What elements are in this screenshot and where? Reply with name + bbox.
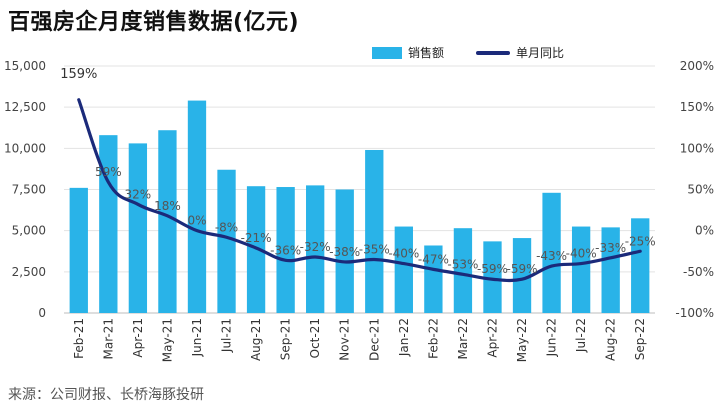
data-label: -40% xyxy=(566,247,597,261)
data-label: -53% xyxy=(447,257,478,271)
x-tick-label: May-21 xyxy=(160,318,174,362)
x-tick-label: Sep-21 xyxy=(279,318,293,360)
x-tick-label: Feb-22 xyxy=(426,318,440,359)
x-tick-label: Apr-22 xyxy=(485,318,499,358)
bar xyxy=(483,241,502,313)
bar xyxy=(335,189,354,313)
data-label: -36% xyxy=(270,243,301,257)
data-label: -40% xyxy=(388,247,419,261)
chart-legend: 销售额 单月同比 xyxy=(372,44,596,61)
bar xyxy=(69,187,88,313)
page-title: 百强房企月度销售数据(亿元) xyxy=(8,10,300,35)
data-label: -59% xyxy=(477,262,508,276)
data-label: -8% xyxy=(215,220,238,234)
bar xyxy=(99,135,118,313)
bar xyxy=(158,130,177,313)
y-right-tick-label: 50% xyxy=(687,183,714,197)
bar xyxy=(453,228,473,313)
y-right-tick-label: 200% xyxy=(680,59,714,73)
legend-label-sales: 销售额 xyxy=(408,46,445,60)
legend-item-sales: 销售额 xyxy=(372,44,444,61)
x-tick-label: Apr-21 xyxy=(131,318,145,358)
data-label: 59% xyxy=(95,165,122,179)
x-tick-label: Aug-22 xyxy=(604,318,618,361)
y-left-tick-label: 15,000 xyxy=(4,59,46,73)
legend-line-swatch xyxy=(476,50,511,55)
y-right-tick-label: -50% xyxy=(683,265,714,279)
legend-label-yoy: 单月同比 xyxy=(516,46,565,60)
x-tick-label: Jun-21 xyxy=(190,318,204,357)
bar xyxy=(128,143,148,313)
data-label: 0% xyxy=(187,214,206,228)
data-label: 159% xyxy=(60,67,97,82)
y-left-tick-label: 12,500 xyxy=(4,100,46,114)
bar xyxy=(512,238,532,313)
y-left-tick-label: 0 xyxy=(38,306,46,320)
data-label: -33% xyxy=(595,241,626,255)
bar xyxy=(631,218,650,313)
data-label: -38% xyxy=(329,245,360,259)
bar xyxy=(571,226,591,313)
data-label: -32% xyxy=(300,240,331,254)
y-right-tick-label: 100% xyxy=(680,141,714,155)
x-tick-label: Sep-22 xyxy=(633,318,647,360)
x-tick-label: Mar-21 xyxy=(101,318,115,359)
data-label: 18% xyxy=(154,199,181,213)
yoy-line xyxy=(77,98,642,283)
y-right-tick-label: 150% xyxy=(680,100,714,114)
data-label: -43% xyxy=(536,249,567,263)
x-tick-label: Oct-21 xyxy=(308,318,322,358)
x-tick-label: Jan-22 xyxy=(397,318,411,357)
bar xyxy=(276,187,295,313)
data-label: -21% xyxy=(241,231,272,245)
y-right-tick-label: 0% xyxy=(695,224,714,238)
legend-item-yoy: 单月同比 xyxy=(476,44,564,61)
legend-bar-swatch xyxy=(372,46,402,59)
bar xyxy=(365,149,384,313)
bar xyxy=(306,185,325,313)
x-tick-label: Nov-21 xyxy=(338,318,352,361)
bar xyxy=(187,100,207,313)
data-label: 32% xyxy=(125,187,152,201)
bar xyxy=(542,192,561,313)
x-tick-label: Aug-21 xyxy=(249,318,263,361)
x-tick-label: Mar-22 xyxy=(456,318,470,359)
x-tick-label: May-22 xyxy=(515,318,529,362)
x-tick-label: Jul-21 xyxy=(220,318,234,353)
x-tick-label: Jul-22 xyxy=(574,318,588,353)
y-left-tick-label: 5,000 xyxy=(12,224,46,238)
data-label: -35% xyxy=(359,242,390,256)
y-right-tick-label: -100% xyxy=(675,306,714,320)
y-left-tick-label: 2,500 xyxy=(12,265,46,279)
bar xyxy=(217,169,236,313)
data-label: -47% xyxy=(418,252,449,266)
y-left-tick-label: 10,000 xyxy=(4,141,46,155)
x-tick-label: Feb-21 xyxy=(72,318,86,359)
data-label: -59% xyxy=(507,262,538,276)
bar xyxy=(601,227,620,313)
bar xyxy=(394,226,413,313)
x-tick-label: Jun-22 xyxy=(545,318,559,357)
x-tick-label: Dec-21 xyxy=(367,318,381,361)
data-label: -25% xyxy=(625,234,656,248)
bar xyxy=(424,245,443,313)
y-left-tick-label: 7,500 xyxy=(12,183,46,197)
source-note: 来源：公司财报、长桥海豚投研 xyxy=(8,387,204,403)
